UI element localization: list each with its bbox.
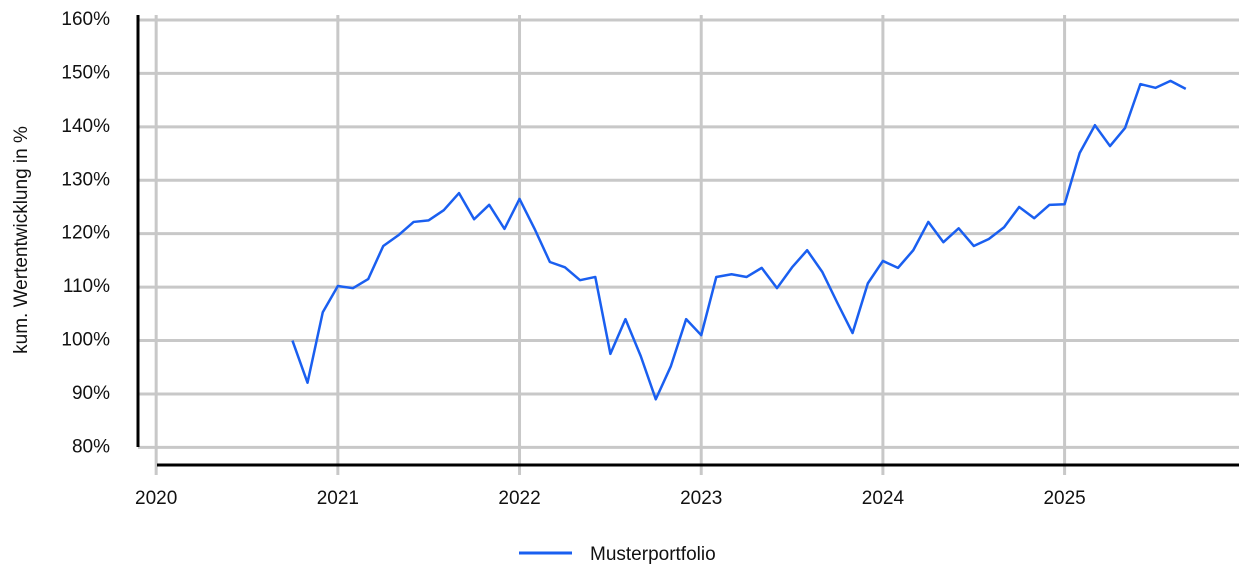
legend-label: Musterportfolio [590, 544, 716, 565]
x-tick-label: 2020 [135, 488, 177, 509]
y-axis-label: kum. Wertentwicklung in % [11, 126, 32, 354]
y-tick-label: 110% [63, 276, 110, 297]
x-tick-label: 2023 [680, 488, 722, 509]
y-tick-label: 130% [61, 169, 110, 190]
x-tick-label: 2024 [862, 488, 905, 509]
y-tick-label: 100% [61, 330, 110, 351]
y-tick-label: 140% [61, 116, 110, 137]
x-tick-label: 2022 [498, 488, 540, 509]
x-tick-label: 2025 [1043, 488, 1085, 509]
x-tick-label: 2021 [317, 488, 359, 509]
y-tick-label: 80% [72, 436, 110, 457]
y-tick-label: 160% [61, 9, 110, 30]
y-tick-label: 150% [61, 62, 110, 83]
data-line [291, 79, 1187, 401]
y-tick-label: 90% [72, 383, 110, 404]
y-tick-label: 120% [61, 223, 110, 244]
